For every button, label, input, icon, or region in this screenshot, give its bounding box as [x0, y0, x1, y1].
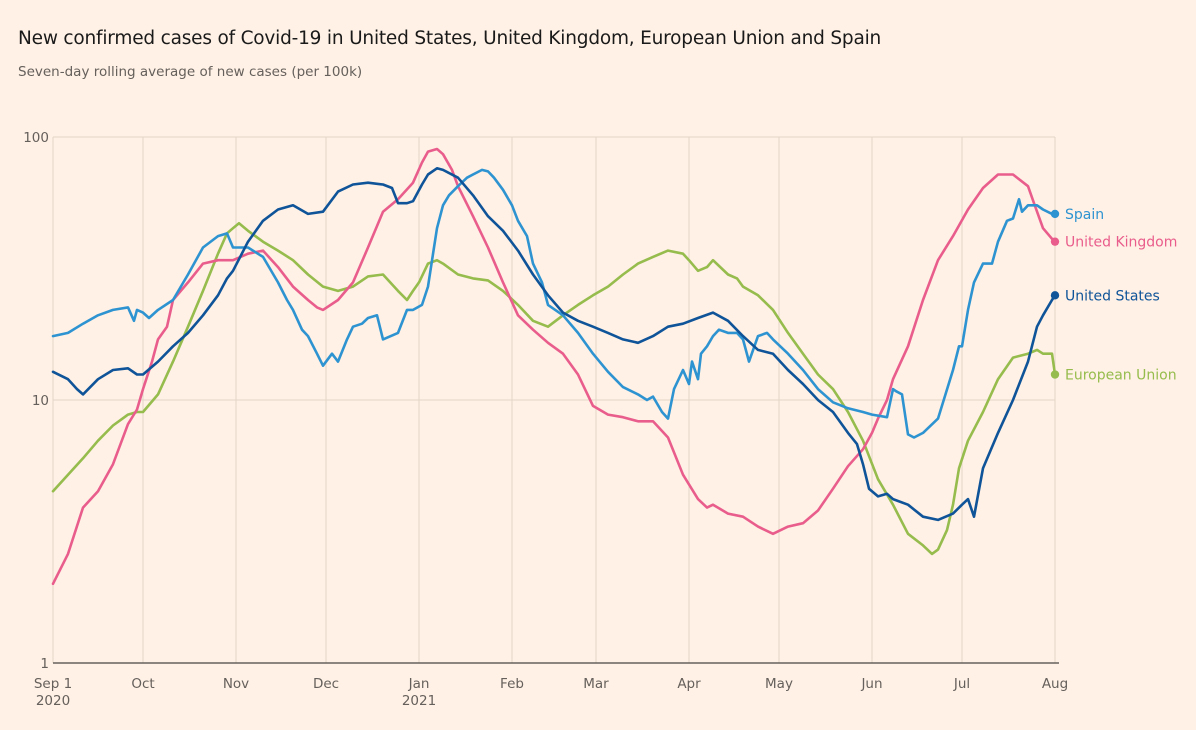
- grid-layer: [52, 136, 1056, 663]
- end-marker-european-union: [1050, 370, 1060, 379]
- x-tick-label: Mar: [583, 676, 609, 692]
- end-label-united-states: United States: [1065, 288, 1160, 304]
- x-tick-label: Aug: [1042, 676, 1068, 692]
- end-marker-united-states: [1050, 291, 1060, 300]
- x-tick-label: Dec: [313, 676, 339, 692]
- y-tick-label: 1: [40, 656, 49, 672]
- series-line-european-union: [51, 221, 1057, 556]
- x-tick-label: Sep 1: [34, 676, 72, 692]
- x-tick-label: Apr: [677, 676, 701, 692]
- end-marker-spain: [1050, 209, 1060, 219]
- x-tick-sublabel: 2020: [36, 693, 70, 709]
- end-marker-united-kingdom: [1050, 237, 1060, 246]
- x-tick-label: Nov: [223, 676, 249, 692]
- x-tick-label: Jun: [860, 676, 882, 692]
- y-tick-label: 100: [23, 130, 49, 146]
- series-line-united-states: [51, 167, 1057, 522]
- x-tick-label: Jul: [953, 676, 970, 692]
- chart-title: New confirmed cases of Covid-19 in Unite…: [18, 28, 882, 49]
- x-tick-label: May: [765, 676, 793, 692]
- end-label-united-kingdom: United Kingdom: [1065, 235, 1177, 251]
- y-tick-label: 10: [32, 393, 49, 409]
- series-line-spain: [51, 168, 1057, 439]
- series-line-united-kingdom: [51, 147, 1057, 586]
- series-layer: [51, 147, 1057, 586]
- x-tick-sublabel: 2021: [402, 693, 436, 709]
- x-tick-label: Oct: [131, 676, 154, 692]
- end-label-spain: Spain: [1065, 207, 1104, 223]
- x-tick-label: Jan: [408, 676, 430, 692]
- end-label-european-union: European Union: [1065, 368, 1177, 384]
- label-layer: Spain United Kingdom United States European…: [1050, 207, 1177, 384]
- x-tick-label: Feb: [500, 676, 524, 692]
- chart-subtitle: Seven-day rolling average of new cases (…: [18, 64, 363, 80]
